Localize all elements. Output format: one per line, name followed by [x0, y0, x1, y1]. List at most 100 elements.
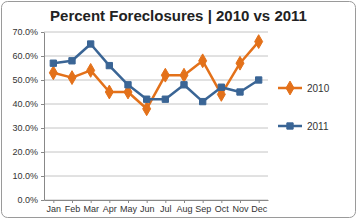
plot-marks	[49, 35, 262, 116]
series-marker	[50, 60, 56, 66]
x-axis-line	[45, 200, 269, 201]
x-tick: Jun	[140, 200, 155, 214]
y-tick: 0.0%	[17, 195, 44, 205]
series-marker	[181, 82, 187, 88]
legend-marker	[287, 123, 293, 129]
series-marker	[218, 84, 224, 90]
x-tick: Feb	[65, 200, 81, 214]
y-tick: 60.0%	[12, 51, 44, 61]
grid-line	[44, 152, 268, 153]
series-marker	[87, 63, 95, 77]
x-tick: Nov	[232, 200, 249, 214]
y-tick-mark	[41, 152, 44, 153]
series-marker	[236, 56, 244, 70]
series-marker	[68, 71, 76, 85]
y-tick-mark	[41, 200, 44, 201]
x-tick-mark	[109, 200, 110, 203]
x-tick-mark	[203, 200, 204, 203]
y-tick-label: 40.0%	[12, 99, 38, 109]
x-tick: Mar	[83, 200, 99, 214]
y-tick-label: 20.0%	[12, 147, 38, 157]
x-tick: Aug	[176, 200, 192, 214]
series-marker	[200, 98, 206, 104]
x-tick-label: Oct	[215, 204, 230, 214]
x-tick-label: Aug	[176, 204, 192, 214]
y-tick: 10.0%	[12, 171, 44, 181]
y-tick: 40.0%	[12, 99, 44, 109]
y-tick-mark	[41, 176, 44, 177]
x-tick-mark	[72, 200, 73, 203]
series-marker	[69, 58, 75, 64]
x-tick-label: Nov	[232, 204, 249, 214]
series-marker	[255, 35, 263, 49]
y-tick-mark	[41, 32, 44, 33]
series-marker	[144, 96, 150, 102]
x-tick-mark	[53, 200, 54, 203]
grid-line	[44, 80, 268, 81]
x-tick-mark	[240, 200, 241, 203]
legend: 2010 2011	[278, 81, 330, 131]
x-tick-label: Mar	[83, 204, 99, 214]
x-tick: May	[120, 200, 138, 214]
grid-line	[44, 200, 268, 201]
y-tick-label: 0.0%	[17, 195, 38, 205]
y-tick-label: 10.0%	[12, 171, 38, 181]
x-tick-mark	[259, 200, 260, 203]
x-tick: Oct	[215, 200, 230, 214]
series-marker	[106, 62, 112, 68]
grid-line	[44, 128, 268, 129]
series-marker	[105, 85, 113, 99]
x-tick-label: Apr	[103, 204, 117, 214]
y-tick-label: 70.0%	[12, 27, 38, 37]
x-tick-mark	[128, 200, 129, 203]
series-line	[53, 44, 258, 102]
legend-label: 2011	[307, 121, 329, 132]
series-marker	[180, 68, 188, 82]
series-marker	[237, 89, 243, 95]
x-tick-label: May	[120, 204, 138, 214]
x-tick-mark	[221, 200, 222, 203]
legend-marker	[286, 81, 294, 95]
grid-line	[44, 32, 268, 33]
x-tick-label: Sep	[195, 204, 211, 214]
x-tick-mark	[165, 200, 166, 203]
y-tick-label: 60.0%	[12, 51, 38, 61]
series-line	[53, 42, 258, 109]
y-tick: 70.0%	[12, 27, 44, 37]
series-marker	[161, 68, 169, 82]
x-tick-label: Jul	[160, 204, 172, 214]
x-tick: Dec	[251, 200, 268, 214]
series-marker	[162, 96, 168, 102]
y-tick-mark	[41, 80, 44, 81]
y-tick: 20.0%	[12, 147, 44, 157]
y-axis: 0.0% 10.0% 20.0% 30.0% 40.0% 50.0% 60.0% 70.0%	[12, 27, 44, 205]
x-tick: Sep	[195, 200, 211, 214]
x-tick-mark	[91, 200, 92, 203]
series-marker	[199, 54, 207, 68]
series-marker	[256, 77, 262, 83]
x-axis: JanFebMar AprMayJun Jul AugSep OctNovDec	[45, 200, 269, 214]
x-tick-label: Dec	[251, 204, 268, 214]
y-tick-mark	[41, 128, 44, 129]
grid-line	[44, 104, 268, 105]
y-tick-label: 30.0%	[12, 123, 38, 133]
series-marker	[49, 66, 57, 80]
y-tick-mark	[41, 56, 44, 57]
y-axis-line	[44, 33, 45, 201]
x-tick-label: Jun	[140, 204, 155, 214]
series-marker	[143, 102, 151, 116]
x-tick-label: Jan	[47, 204, 62, 214]
legend-label: 2010	[307, 83, 330, 94]
y-tick-label: 50.0%	[12, 75, 38, 85]
chart: Percent Foreclosures | 2010 vs 2011 0.0% 1…	[0, 0, 357, 219]
x-tick-mark	[184, 200, 185, 203]
grid-line	[44, 176, 268, 177]
x-tick-mark	[147, 200, 148, 203]
chart-frame	[2, 2, 356, 218]
series-marker	[88, 41, 94, 47]
x-tick: Apr	[103, 200, 117, 214]
grid	[44, 32, 268, 200]
x-tick: Jan	[47, 200, 62, 214]
series-marker	[125, 82, 131, 88]
title: Percent Foreclosures | 2010 vs 2011	[50, 7, 307, 24]
